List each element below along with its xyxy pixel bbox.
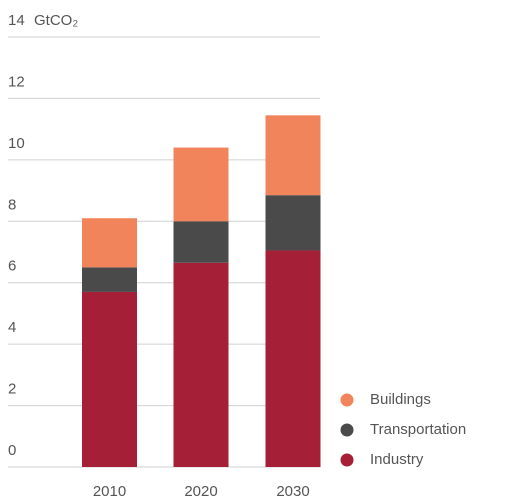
- bar-segment: [173, 262, 229, 467]
- x-tick-label: 2020: [184, 483, 217, 500]
- y-tick-label: 12: [8, 73, 25, 90]
- bar-segment: [82, 267, 137, 292]
- bar-segment: [265, 195, 321, 251]
- y-tick-label: 2: [8, 381, 16, 398]
- bar-segment: [265, 115, 321, 196]
- legend-label: Industry: [370, 451, 424, 468]
- x-tick-label: 2010: [93, 483, 126, 500]
- bar-segment: [173, 221, 229, 263]
- legend-label: Buildings: [370, 391, 431, 408]
- legend-label: Transportation: [370, 421, 466, 438]
- legend-swatch: [340, 453, 354, 467]
- y-tick-label: 4: [8, 319, 16, 336]
- y-tick-label: 14: [8, 12, 25, 29]
- bar-segment: [82, 291, 137, 467]
- bar-segment: [82, 218, 137, 268]
- x-tick-label: 2030: [276, 483, 309, 500]
- bar-segment: [173, 147, 229, 222]
- y-tick-label: 6: [8, 258, 16, 275]
- y-tick-label: 10: [8, 135, 25, 152]
- bar-segment: [265, 250, 321, 467]
- legend-swatch: [340, 393, 354, 407]
- y-tick-label: 0: [8, 442, 16, 459]
- legend-swatch: [340, 423, 354, 437]
- y-tick-label: 8: [8, 196, 16, 213]
- y-unit: GtCO₂: [34, 12, 78, 29]
